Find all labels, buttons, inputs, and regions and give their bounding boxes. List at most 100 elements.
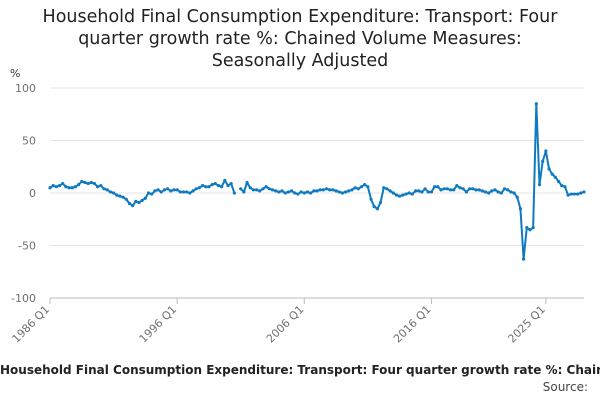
data-point [398, 194, 402, 198]
data-point [194, 187, 198, 191]
data-point [264, 185, 268, 189]
data-point [445, 187, 449, 191]
data-point [131, 204, 135, 208]
gridlines [50, 87, 584, 299]
data-point [382, 186, 386, 190]
data-point [299, 190, 303, 194]
data-point [407, 191, 411, 195]
y-tick-label: -100 [11, 292, 36, 305]
y-tick-label: 100 [15, 82, 36, 95]
data-point [153, 189, 157, 193]
data-point [70, 186, 74, 190]
data-point [302, 191, 306, 195]
data-point [448, 188, 453, 192]
data-point [280, 189, 284, 193]
data-point [493, 188, 497, 192]
data-point [410, 192, 414, 196]
data-point [181, 190, 186, 194]
data-point [528, 228, 532, 232]
data-point [563, 185, 567, 189]
data-point [99, 184, 103, 188]
data-point [118, 194, 122, 198]
data-point [518, 207, 523, 211]
data-point [461, 187, 465, 191]
data-point [474, 188, 478, 192]
data-point [213, 181, 217, 186]
y-tick-label: 50 [22, 135, 36, 148]
data-point [134, 199, 138, 203]
data-point [245, 180, 249, 185]
data-point [394, 193, 399, 197]
data-point [169, 189, 173, 193]
data-point [239, 187, 243, 191]
data-point [344, 190, 348, 194]
data-point [324, 187, 329, 191]
data-point [522, 257, 526, 261]
data-point [54, 185, 58, 189]
data-point [64, 185, 68, 189]
data-point [223, 178, 227, 182]
data-point [356, 187, 360, 191]
data-point [146, 191, 151, 195]
data-point [353, 186, 357, 190]
data-point [296, 192, 300, 196]
data-point [220, 185, 224, 189]
data-point [537, 183, 542, 187]
data-point [274, 189, 278, 193]
source-label: Source: [542, 380, 588, 394]
data-point [127, 201, 132, 206]
x-tick-label: 2016 Q1 [391, 303, 434, 346]
data-point [150, 192, 154, 196]
data-point [375, 207, 379, 211]
data-point [143, 196, 147, 200]
data-point [286, 190, 290, 194]
data-point [525, 226, 529, 230]
data-point [207, 185, 211, 189]
data-point [372, 205, 376, 209]
data-point [480, 189, 484, 193]
data-point [509, 190, 513, 194]
data-point [429, 190, 434, 194]
data-point [204, 185, 208, 189]
data-point [96, 185, 100, 189]
data-point [487, 191, 491, 195]
data-point [210, 183, 214, 187]
data-point [102, 187, 106, 191]
data-point [544, 149, 548, 153]
data-point [363, 183, 367, 187]
data-point [178, 190, 182, 194]
data-point [242, 190, 246, 194]
data-point [502, 187, 507, 191]
data-point [334, 189, 338, 193]
data-point [359, 185, 364, 189]
data-point [86, 181, 90, 186]
y-tick-label: 0 [29, 187, 36, 200]
data-point [315, 189, 319, 193]
data-point [48, 186, 52, 190]
data-point [569, 192, 573, 196]
data-point [388, 189, 392, 193]
data-point [404, 192, 408, 196]
data-point [423, 187, 427, 191]
data-point [229, 181, 233, 186]
data-point [553, 175, 557, 179]
data-point [321, 188, 325, 192]
data-point [347, 189, 351, 193]
data-point [385, 187, 389, 191]
data-point [452, 188, 456, 192]
data-point [531, 226, 535, 230]
data-point [267, 187, 271, 191]
data-point [534, 102, 538, 106]
data-point [92, 181, 97, 186]
data-point [318, 188, 322, 192]
data-point [251, 188, 256, 192]
data-point [401, 193, 405, 197]
series-lines [49, 102, 585, 261]
data-point [547, 167, 551, 171]
legend-series-label: Household Final Consumption Expenditure:… [0, 363, 600, 377]
data-point [417, 189, 421, 193]
y-tick-label: -50 [18, 240, 36, 253]
data-point [83, 180, 87, 185]
data-point [455, 184, 459, 188]
